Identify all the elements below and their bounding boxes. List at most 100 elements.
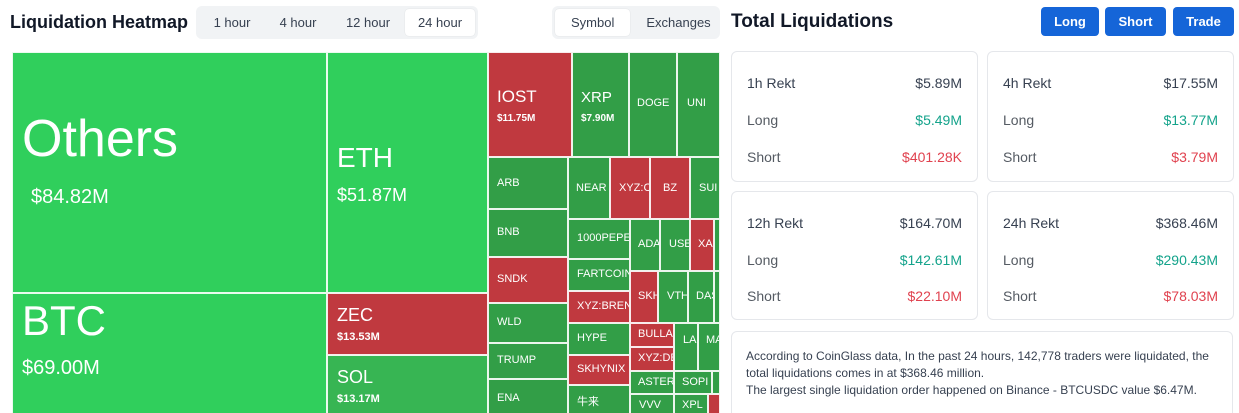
cell-bz[interactable]: BZ xyxy=(650,157,690,219)
cell-hype[interactable]: HYPE xyxy=(568,323,630,355)
cell-wld[interactable]: WLD xyxy=(488,303,568,343)
cell-xyz-c[interactable]: XYZ:C xyxy=(610,157,650,219)
cell-value: $7.90M xyxy=(581,113,615,124)
cell-fartcoin[interactable]: FARTCOIN xyxy=(568,259,630,291)
tab-exchanges[interactable]: Exchanges xyxy=(646,15,711,30)
cell-name: BNB xyxy=(497,226,520,238)
cell-arb[interactable]: ARB xyxy=(488,157,568,209)
cell-value: $84.82M xyxy=(31,186,109,208)
cell-name: LA xyxy=(683,334,697,346)
cell-use[interactable]: USE xyxy=(660,219,690,271)
cell-name: XYZ:BRENT xyxy=(577,300,629,312)
card-total: $5.89M xyxy=(915,75,962,91)
long-button[interactable]: Long xyxy=(1041,7,1099,36)
total-liquidations-title: Total Liquidations xyxy=(731,11,894,32)
cell-name: BTC xyxy=(22,297,106,344)
cell-sndk[interactable]: SNDK xyxy=(488,257,568,303)
tab-12-hour[interactable]: 12 hour xyxy=(345,15,391,30)
cell-doge[interactable]: DOGE xyxy=(629,52,677,157)
rekt-card-4h: 4h Rekt $17.55M Long $13.77M Short $3.79M xyxy=(987,51,1234,182)
cell-name: FARTCOIN xyxy=(577,268,630,280)
card-long-label: Long xyxy=(1003,112,1035,128)
tab-24-hour[interactable]: 24 hour xyxy=(405,9,475,36)
cell-name: TRUMP xyxy=(497,354,537,366)
cell-ma[interactable]: MA xyxy=(698,323,720,371)
cell-xpl[interactable]: XPL xyxy=(674,394,708,413)
cell-value: $11.75M xyxy=(497,113,536,124)
rekt-card-12h: 12h Rekt $164.70M Long $142.61M Short $22.1… xyxy=(731,191,978,320)
cell-near[interactable]: NEAR xyxy=(568,157,610,219)
cell-xyz-brent[interactable]: XYZ:BRENT xyxy=(568,291,630,323)
cell-bulla[interactable]: BULLA xyxy=(630,323,674,347)
cell-small-4[interactable] xyxy=(712,371,720,394)
cell-small-5[interactable] xyxy=(708,394,720,413)
cell-sol[interactable]: SOL $13.17M xyxy=(327,355,488,413)
tab-1-hour[interactable]: 1 hour xyxy=(213,15,251,30)
liquidation-heatmap: Others $84.82M BTC $69.00M ETH $51.87M Z… xyxy=(12,52,720,413)
cell-la[interactable]: LA xyxy=(674,323,698,371)
cell-name: SKHYNIX xyxy=(577,363,626,375)
cell-xai[interactable]: XAI xyxy=(690,219,714,271)
cell-small-2[interactable] xyxy=(714,271,720,323)
cell-vvv[interactable]: VVV xyxy=(630,394,674,413)
cell-value: $13.53M xyxy=(337,331,380,343)
card-long-value: $13.77M xyxy=(1163,112,1218,128)
cell-name: BZ xyxy=(663,182,678,194)
cell-name: XPL xyxy=(682,399,703,411)
card-long-label: Long xyxy=(1003,252,1035,268)
cell-name: SKH xyxy=(638,290,657,302)
cell-xrp[interactable]: XRP $7.90M xyxy=(572,52,629,157)
cell-aster[interactable]: ASTER xyxy=(630,371,674,394)
cell-value: $69.00M xyxy=(22,357,100,379)
cell-eth[interactable]: ETH $51.87M xyxy=(327,52,488,293)
card-long-value: $5.49M xyxy=(915,112,962,128)
cell-name: SOPI xyxy=(682,376,709,388)
cell-name: IOST xyxy=(497,87,537,106)
card-short-value: $401.28K xyxy=(902,149,962,165)
card-period: 24h Rekt xyxy=(1003,215,1060,231)
cell-name: SUI xyxy=(699,182,718,194)
rekt-card-1h: 1h Rekt $5.89M Long $5.49M Short $401.28K xyxy=(731,51,978,182)
cell-sopi[interactable]: SOPI xyxy=(674,371,712,394)
cell-name: WLD xyxy=(497,316,522,328)
card-short-value: $3.79M xyxy=(1171,149,1218,165)
card-period: 12h Rekt xyxy=(747,215,804,231)
cell-others[interactable]: Others $84.82M xyxy=(12,52,327,293)
card-period: 1h Rekt xyxy=(747,75,796,91)
summary-text: According to CoinGlass data, In the past… xyxy=(746,349,1209,380)
cell-uni[interactable]: UNI xyxy=(677,52,720,157)
cell-niu-lai[interactable]: 牛来 xyxy=(568,385,630,413)
cell-sui[interactable]: SUI xyxy=(690,157,720,219)
cell-name: Others xyxy=(22,110,179,168)
card-short-label: Short xyxy=(1003,288,1037,304)
cell-ena[interactable]: ENA xyxy=(488,379,568,413)
cell-name: XRP xyxy=(581,89,612,106)
cell-vth[interactable]: VTH xyxy=(658,271,688,323)
cell-name: NEAR xyxy=(576,182,607,194)
cell-ada[interactable]: ADA xyxy=(630,219,660,271)
short-button[interactable]: Short xyxy=(1105,7,1166,36)
cell-skhynix[interactable]: SKHYNIX xyxy=(568,355,630,385)
tab-4-hour[interactable]: 4 hour xyxy=(279,15,317,30)
cell-btc[interactable]: BTC $69.00M xyxy=(12,293,327,413)
cell-name: ENA xyxy=(497,392,520,404)
cell-name: XYZ:DE xyxy=(638,352,674,364)
cell-small-1[interactable] xyxy=(714,219,720,271)
card-total: $17.55M xyxy=(1163,75,1218,91)
cell-iost[interactable]: IOST $11.75M xyxy=(488,52,572,157)
cell-xyz-de[interactable]: XYZ:DE xyxy=(630,347,674,371)
cell-trump[interactable]: TRUMP xyxy=(488,343,568,379)
cell-bnb[interactable]: BNB xyxy=(488,209,568,257)
card-short-label: Short xyxy=(747,149,781,165)
cell-skh[interactable]: SKH xyxy=(630,271,658,323)
cell-name: SOL xyxy=(337,367,374,387)
cell-name: ADA xyxy=(638,238,660,250)
cell-name: 1000PEPE xyxy=(577,232,630,244)
cell-das[interactable]: DAS xyxy=(688,271,714,323)
card-long-value: $142.61M xyxy=(899,252,962,268)
cell-1000pepe[interactable]: 1000PEPE xyxy=(568,219,630,259)
trade-button[interactable]: Trade xyxy=(1173,7,1234,36)
tab-symbol[interactable]: Symbol xyxy=(555,9,631,36)
cell-zec[interactable]: ZEC $13.53M xyxy=(327,293,488,355)
cell-name: VTH xyxy=(667,290,688,302)
